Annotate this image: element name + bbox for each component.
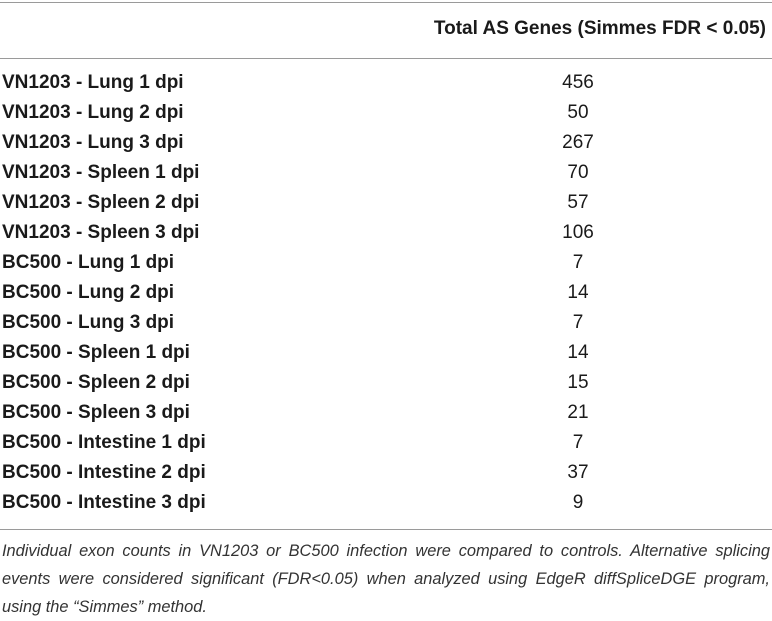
row-label: BC500 - Lung 1 dpi: [2, 252, 175, 273]
row-label: BC500 - Lung 2 dpi: [2, 282, 175, 303]
row-label: BC500 - Intestine 1 dpi: [2, 432, 206, 453]
row-label: VN1203 - Spleen 1 dpi: [2, 162, 200, 183]
row-value: 37: [567, 462, 589, 483]
table-row: VN1203 - Lung 3 dpi 267: [0, 128, 772, 158]
row-label: VN1203 - Lung 2 dpi: [2, 102, 184, 123]
table-row: BC500 - Intestine 3 dpi 9: [0, 488, 772, 518]
table-row: VN1203 - Lung 1 dpi 456: [0, 68, 772, 98]
row-value: 267: [562, 132, 594, 153]
table-row: VN1203 - Spleen 3 dpi 106: [0, 218, 772, 248]
row-label: VN1203 - Lung 3 dpi: [2, 132, 184, 153]
row-value: 14: [567, 282, 589, 303]
row-value: 21: [567, 402, 589, 423]
table-footnote: Individual exon counts in VN1203 or BC50…: [2, 537, 770, 621]
row-value: 7: [572, 432, 584, 453]
row-value: 70: [567, 162, 589, 183]
footnote-text: Individual exon counts in VN1203 or BC50…: [2, 542, 770, 616]
table-header: Total AS Genes (Simmes FDR < 0.05): [0, 14, 772, 44]
table-header-rule: [0, 58, 772, 59]
row-label: BC500 - Spleen 1 dpi: [2, 342, 190, 363]
table-row: VN1203 - Spleen 2 dpi 57: [0, 188, 772, 218]
row-label: BC500 - Spleen 2 dpi: [2, 372, 190, 393]
table-body: VN1203 - Lung 1 dpi 456 VN1203 - Lung 2 dp…: [0, 68, 772, 518]
column-header-total-as-genes: Total AS Genes (Simmes FDR < 0.05): [433, 18, 766, 39]
table-row: BC500 - Lung 2 dpi 14: [0, 278, 772, 308]
table-row: VN1203 - Lung 2 dpi 50: [0, 98, 772, 128]
row-value: 456: [562, 72, 594, 93]
table-top-rule: [0, 2, 772, 3]
row-value: 106: [562, 222, 594, 243]
row-value: 14: [567, 342, 589, 363]
row-value: 15: [567, 372, 589, 393]
row-value: 9: [572, 492, 584, 513]
table-row: BC500 - Spleen 3 dpi 21: [0, 398, 772, 428]
row-label: VN1203 - Spleen 2 dpi: [2, 192, 200, 213]
table-row: VN1203 - Spleen 1 dpi 70: [0, 158, 772, 188]
row-label: BC500 - Intestine 3 dpi: [2, 492, 206, 513]
table-row: BC500 - Intestine 2 dpi 37: [0, 458, 772, 488]
row-label: BC500 - Intestine 2 dpi: [2, 462, 206, 483]
table-row: BC500 - Lung 3 dpi 7: [0, 308, 772, 338]
row-value: 50: [567, 102, 589, 123]
table-bottom-rule: [0, 529, 772, 530]
row-value: 7: [572, 252, 584, 273]
row-value: 57: [567, 192, 589, 213]
row-label: BC500 - Spleen 3 dpi: [2, 402, 190, 423]
row-label: VN1203 - Lung 1 dpi: [2, 72, 184, 93]
row-value: 7: [572, 312, 584, 333]
table-row: BC500 - Lung 1 dpi 7: [0, 248, 772, 278]
row-label: VN1203 - Spleen 3 dpi: [2, 222, 200, 243]
table-row: BC500 - Spleen 1 dpi 14: [0, 338, 772, 368]
table-row: BC500 - Intestine 1 dpi 7: [0, 428, 772, 458]
row-label: BC500 - Lung 3 dpi: [2, 312, 175, 333]
table-row: BC500 - Spleen 2 dpi 15: [0, 368, 772, 398]
